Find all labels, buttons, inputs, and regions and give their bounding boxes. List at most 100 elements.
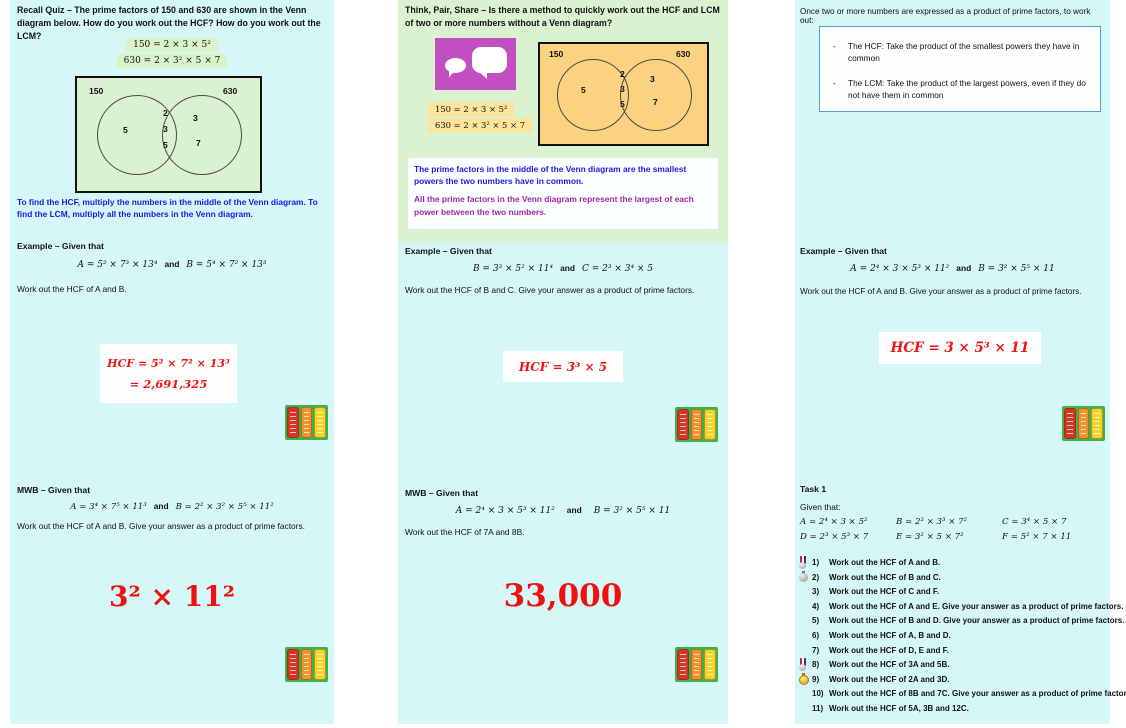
rules-intro: Once two or more numbers are expressed a… xyxy=(800,7,1091,25)
factorisation-630: 630 = 2 × 3² × 5 × 7 xyxy=(116,54,228,68)
question-number: 3) xyxy=(812,587,820,597)
venn-right-set-label: 630 xyxy=(676,49,691,59)
venn-right-set-label: 630 xyxy=(223,86,238,96)
silver-medal-icon xyxy=(798,570,809,584)
red-blue-ribbon-medal-icon xyxy=(798,556,809,569)
venn-intersection-value: 2 xyxy=(163,108,168,118)
book-yellow xyxy=(704,409,717,440)
speech-bubble-small xyxy=(445,58,466,77)
venn-intersection-value: 2 xyxy=(620,69,625,79)
venn-right-circle xyxy=(620,59,692,131)
slide-3: Once two or more numbers are expressed a… xyxy=(795,0,1126,724)
venn-intersection-value: 3 xyxy=(620,84,625,94)
example-answer-box: HCF = 3 × 5³ × 11 xyxy=(879,332,1041,364)
venn-right-value: 3 xyxy=(193,113,198,123)
largest-powers-note: All the prime factors in the Venn diagra… xyxy=(414,194,694,217)
example-question: Work out the HCF of B and C. Give your a… xyxy=(405,285,695,295)
task-definitions: A = 2⁴ × 3 × 5² B = 2² × 3³ × 7² C = 3⁴ … xyxy=(800,517,1105,542)
medal-slot-empty xyxy=(798,629,809,642)
mwb-heading: MWB – Given that xyxy=(405,488,479,498)
venn-right-value: 7 xyxy=(653,97,658,107)
and-connector: and xyxy=(956,263,972,273)
example-heading: Example – Given that xyxy=(800,246,887,256)
venn-explanation-box: The prime factors in the middle of the V… xyxy=(408,158,718,229)
factorisation-150: 150 = 2 × 3 × 5² xyxy=(126,38,218,52)
gold-medal-icon xyxy=(798,672,809,686)
question-text: Work out the HCF of D, E and F. xyxy=(829,645,949,655)
book-yellow xyxy=(314,407,327,438)
definition-d: D = 2³ × 5³ × 7 xyxy=(800,532,869,542)
bullet-dash: - xyxy=(833,41,836,51)
answer-line: HCF = 3³ × 5 xyxy=(518,359,608,374)
slide-1: Recall Quiz – The prime factors of 150 a… xyxy=(10,0,334,724)
books-icon xyxy=(285,647,328,682)
task-question: 8) Work out the HCF of 3A and 5B. xyxy=(798,658,1108,672)
expression-b: B = 3² × 5⁵ × 11 xyxy=(978,264,1055,274)
definition-b: B = 2² × 3³ × 7² xyxy=(896,517,968,527)
question-number: 6) xyxy=(812,630,820,640)
task-question: 10) Work out the HCF of 8B and 7C. Give … xyxy=(798,687,1126,700)
question-number: 9) xyxy=(812,674,820,684)
expression-c: C = 2³ × 3⁴ × 5 xyxy=(581,264,654,274)
lcm-rule: - The LCM: Take the product of the large… xyxy=(820,64,1100,101)
slide1-prime-factorisations: 150 = 2 × 3 × 5² 630 = 2 × 3² × 5 × 7 xyxy=(10,36,334,70)
books-icon xyxy=(675,407,718,442)
medal-slot-empty xyxy=(798,687,809,700)
red-blue-ribbon-medal-icon xyxy=(798,658,809,672)
book-orange xyxy=(690,409,703,440)
task-question: 1) Work out the HCF of A and B. xyxy=(798,556,1108,569)
mwb-heading: MWB – Given that xyxy=(17,485,91,495)
question-number: 8) xyxy=(812,660,820,670)
venn-left-set-label: 150 xyxy=(89,86,104,96)
venn-intersection-value: 5 xyxy=(620,99,625,109)
book-red xyxy=(287,649,299,680)
venn-left-value: 5 xyxy=(581,85,586,95)
example-expressions: A = 2⁴ × 3 × 5³ × 11² and B = 3² × 5⁵ × 11 xyxy=(795,263,1110,274)
mwb-expressions: A = 2⁴ × 3 × 5³ × 11² and B = 3² × 5⁵ × 11 xyxy=(398,505,728,516)
answer-line: HCF = 3 × 5³ × 11 xyxy=(890,340,1030,356)
task-heading: Task 1 xyxy=(800,484,827,494)
venn-right-value: 3 xyxy=(650,74,655,84)
expression-b: B = 5⁴ × 7² × 13³ xyxy=(186,260,267,270)
factorisation-630: 630 = 2 × 3² × 5 × 7 xyxy=(428,118,533,132)
and-connector: and xyxy=(566,505,582,515)
hcf-lcm-method-note: To find the HCF, multiply the numbers in… xyxy=(17,197,318,220)
mwb-expressions: A = 3⁴ × 7⁵ × 11³ and B = 2² × 3² × 5⁵ × 1… xyxy=(10,501,334,512)
task-question: 3) Work out the HCF of C and F. xyxy=(798,585,1108,598)
book-red xyxy=(287,407,299,438)
question-number: 1) xyxy=(812,558,820,567)
slide2-prime-factorisations: 150 = 2 × 3 × 5² 630 = 2 × 3² × 5 × 7 xyxy=(428,100,548,134)
mwb-question: Work out the HCF of 7A and 8B. xyxy=(405,527,525,537)
expression-b: B = 3² × 5⁵ × 11 xyxy=(593,506,671,516)
task-question: 6) Work out the HCF of A, B and D. xyxy=(798,629,1108,642)
expression-a: A = 5² × 7³ × 13⁴ xyxy=(77,260,158,270)
question-number: 11) xyxy=(812,703,824,713)
venn-left-circle xyxy=(557,59,629,131)
example-expressions: B = 3³ × 5² × 11⁴ and C = 2³ × 3⁴ × 5 xyxy=(398,263,728,274)
book-orange xyxy=(300,649,313,680)
and-connector: and xyxy=(164,259,180,269)
medal-slot-empty xyxy=(798,614,809,627)
question-number: 2) xyxy=(812,572,820,582)
book-red xyxy=(677,649,689,680)
book-red xyxy=(677,409,689,440)
slide1-title: Recall Quiz – The prime factors of 150 a… xyxy=(17,5,321,41)
expression-a: A = 3⁴ × 7⁵ × 11³ xyxy=(70,502,147,512)
hcf-lcm-rules-box: - The HCF: Take the product of the small… xyxy=(819,26,1101,112)
slide2-venn-diagram: 150 630 5 2 3 5 3 7 xyxy=(538,42,709,146)
book-red xyxy=(1064,408,1076,439)
definition-a: A = 2⁴ × 3 × 5² xyxy=(800,517,868,527)
hcf-rule: - The HCF: Take the product of the small… xyxy=(820,27,1100,64)
question-text: Work out the HCF of 5A, 3B and 12C. xyxy=(829,703,969,713)
definition-c: C = 3⁴ × 5 × 7 xyxy=(1002,517,1067,527)
and-connector: and xyxy=(560,263,575,273)
expression-b: B = 2² × 3² × 5⁵ × 11² xyxy=(175,502,274,512)
question-number: 7) xyxy=(812,645,820,655)
speech-bubbles-icon xyxy=(435,38,516,90)
venn-right-value: 7 xyxy=(196,138,201,148)
question-text: Work out the HCF of 8B and 7C. Give your… xyxy=(829,689,1126,699)
mwb-answer: 3² × 11² xyxy=(109,580,235,613)
books-icon xyxy=(1062,406,1105,441)
definition-f: F = 5² × 7 × 11 xyxy=(1002,532,1072,542)
